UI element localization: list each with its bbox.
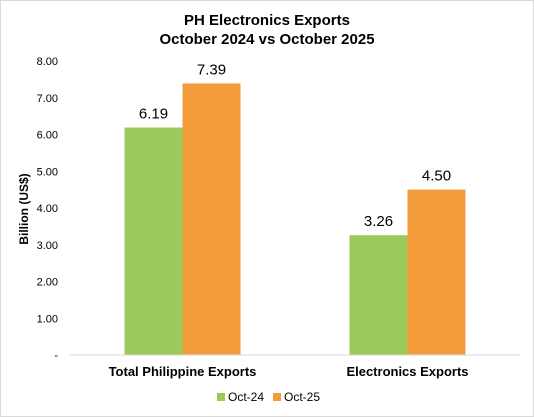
data-label: 4.50: [422, 168, 451, 185]
y-tick-label: 4.00: [37, 203, 58, 215]
data-label: 7.39: [197, 61, 226, 78]
y-tick-label: -: [54, 350, 58, 362]
legend-label: Oct-25: [284, 390, 320, 404]
legend-swatch-oct-25: [273, 393, 281, 401]
legend: Oct-24 Oct-25: [217, 390, 320, 404]
legend-label: Oct-24: [228, 390, 264, 404]
x-category-label: Total Philippine Exports: [109, 364, 257, 379]
data-label: 6.19: [139, 106, 168, 123]
category-labels-group: Total Philippine Exports Electronics Expo…: [109, 364, 469, 379]
bar-oct-24-2: [349, 235, 408, 355]
y-tick-label: 2.00: [37, 277, 58, 289]
y-axis-ticks: - 1.00 2.00 3.00 4.00 5.00 6.00 7.00 8.00: [37, 56, 59, 362]
y-axis-title: Billion (US$): [17, 173, 31, 244]
legend-swatch-oct-24: [217, 393, 225, 401]
bars-group: [124, 83, 466, 355]
bar-oct-25-2: [407, 189, 466, 355]
y-tick-label: 1.00: [37, 313, 58, 325]
x-category-label: Electronics Exports: [346, 364, 468, 379]
chart-subtitle: October 2024 vs October 2025: [159, 31, 374, 48]
chart-title: PH Electronics Exports: [184, 12, 350, 29]
y-tick-label: 5.00: [37, 166, 58, 178]
y-tick-label: 8.00: [37, 56, 58, 68]
bar-oct-24-1: [124, 127, 183, 355]
y-tick-label: 7.00: [37, 93, 58, 105]
y-tick-label: 3.00: [37, 240, 58, 252]
y-tick-label: 6.00: [37, 130, 58, 142]
data-label: 3.26: [364, 213, 393, 230]
value-labels-group: 6.19 7.39 3.26 4.50: [139, 61, 451, 230]
bar-oct-25-1: [182, 83, 241, 355]
